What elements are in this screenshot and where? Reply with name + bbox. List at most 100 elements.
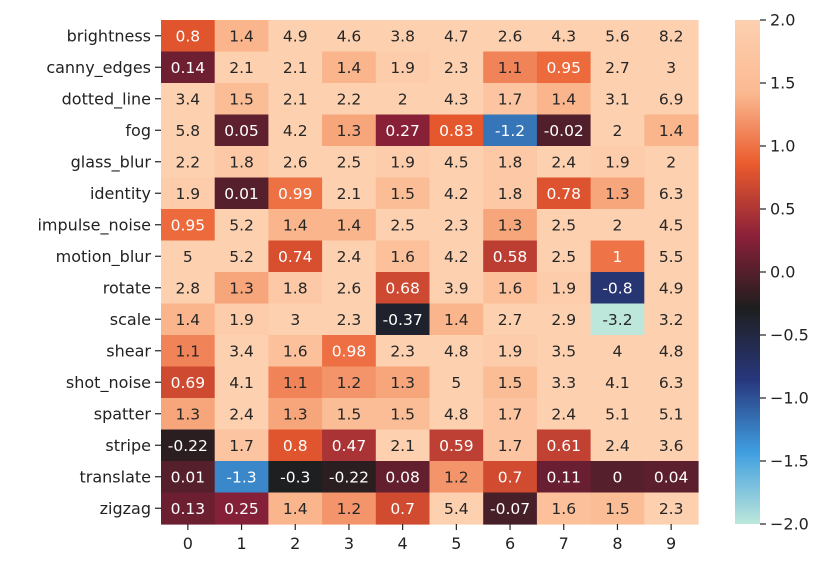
heatmap-cell [322,209,377,242]
heatmap-cell [322,83,377,116]
heatmap-cell [644,177,699,210]
heatmap-cell-label: 1.8 [229,153,254,171]
y-tick-label: stripe [105,436,151,455]
heatmap-cell [644,83,699,116]
heatmap-cell [322,272,377,305]
heatmap-cell-label: 1.3 [390,374,415,392]
heatmap-cell-label: 0 [613,468,623,486]
heatmap-cell [214,114,269,147]
x-tick-label: 7 [559,534,569,553]
heatmap-cell [429,146,484,179]
heatmap-cell [268,20,323,53]
heatmap-cell-label: 0.68 [385,279,420,297]
heatmap-cell [590,20,645,53]
heatmap-cell-label: 4.1 [229,374,254,392]
x-tick-label: 0 [183,534,193,553]
heatmap-cell [644,366,699,399]
heatmap-cell-label: 4.8 [444,405,469,423]
heatmap-cell [590,272,645,305]
heatmap-cell [536,177,592,210]
heatmap-cell-label: -0.07 [490,500,530,518]
heatmap-cell [429,240,484,273]
heatmap-cell-label: 3.5 [551,342,576,360]
heatmap-cell [161,272,216,305]
heatmap-cell [590,398,645,431]
heatmap-cell-label: 5 [451,374,461,392]
heatmap-cell-label: 1.7 [229,437,254,455]
heatmap-cell [268,272,323,305]
heatmap-cell [161,303,216,336]
heatmap-cell-label: 1.1 [498,59,523,77]
heatmap-cell [536,429,592,462]
heatmap-cell-label: 2.6 [283,153,308,171]
heatmap-cell-label: 0.58 [493,248,528,266]
heatmap-cell-label: 2.7 [605,59,630,77]
heatmap-cell-label: 1.9 [605,153,630,171]
heatmap-cell-label: 2 [613,216,623,234]
colorbar-tick-label: 1.5 [770,74,795,93]
heatmap-cell [268,492,323,525]
heatmap-cell [268,335,323,368]
heatmap-cell [644,398,699,431]
heatmap-cell [268,398,323,431]
heatmap-cell [536,146,592,179]
heatmap-cell [429,209,484,242]
heatmap-cell [536,398,592,431]
heatmap-cell-label: 4.8 [444,342,469,360]
heatmap-cell-label: 3 [666,59,676,77]
y-tick-label: canny_edges [46,58,151,78]
heatmap-cell [375,272,431,305]
heatmap-cell-label: 2.7 [498,311,523,329]
heatmap-cell-label: 0.95 [546,59,581,77]
heatmap-cell-label: 1.8 [283,279,308,297]
heatmap-cell [644,114,699,147]
heatmap-cell [483,209,538,242]
heatmap-cell [375,209,431,242]
heatmap-cell-label: 0.08 [385,468,420,486]
heatmap-cell-label: 0.8 [283,437,308,455]
heatmap-cell-label: 6.9 [659,90,684,108]
heatmap-cell [214,51,269,84]
heatmap-cell [429,335,484,368]
heatmap-cell [214,146,269,179]
heatmap-cell [483,461,538,494]
heatmap-cell [429,51,484,84]
heatmap-cell [161,177,216,210]
heatmap-cell-label: 2.6 [337,279,362,297]
heatmap-cell [375,83,431,116]
heatmap-cell-label: 5.2 [229,248,254,266]
heatmap-cell-label: 0.83 [439,122,474,140]
heatmap-cell [322,429,377,462]
heatmap-cell-label: 1.9 [390,153,415,171]
heatmap-cell-label: 1.9 [390,59,415,77]
heatmap-cell [483,146,538,179]
heatmap-cell [483,429,538,462]
heatmap-cell-label: 1.1 [283,374,308,392]
heatmap-cell [214,20,269,53]
heatmap-cell [644,303,699,336]
heatmap-cell [161,461,216,494]
heatmap-cell-label: -0.3 [280,468,310,486]
heatmap-cell [483,51,538,84]
heatmap-cell-label: 0.14 [171,59,206,77]
heatmap-cell-label: 0.7 [390,500,415,518]
heatmap-cell [536,335,592,368]
y-tick-label: shear [106,341,151,360]
x-tick-label: 9 [666,534,676,553]
heatmap-cells [161,20,699,525]
heatmap-cell-label: 3 [290,311,300,329]
heatmap-cell-label: 2.3 [444,59,469,77]
heatmap-cell-label: 8.2 [659,27,684,45]
heatmap-cell [483,335,538,368]
heatmap-cell [590,492,645,525]
heatmap-cell [268,146,323,179]
heatmap-cell [161,20,216,53]
heatmap-cell [536,240,592,273]
heatmap-cell-label: 1.4 [337,59,362,77]
x-tick-label: 4 [398,534,408,553]
heatmap-cell-label: 1.9 [498,342,523,360]
heatmap-cell-label: 1 [613,248,623,266]
heatmap-cell-label: 2.5 [551,248,576,266]
heatmap-cell [268,429,323,462]
heatmap-cell [214,335,269,368]
